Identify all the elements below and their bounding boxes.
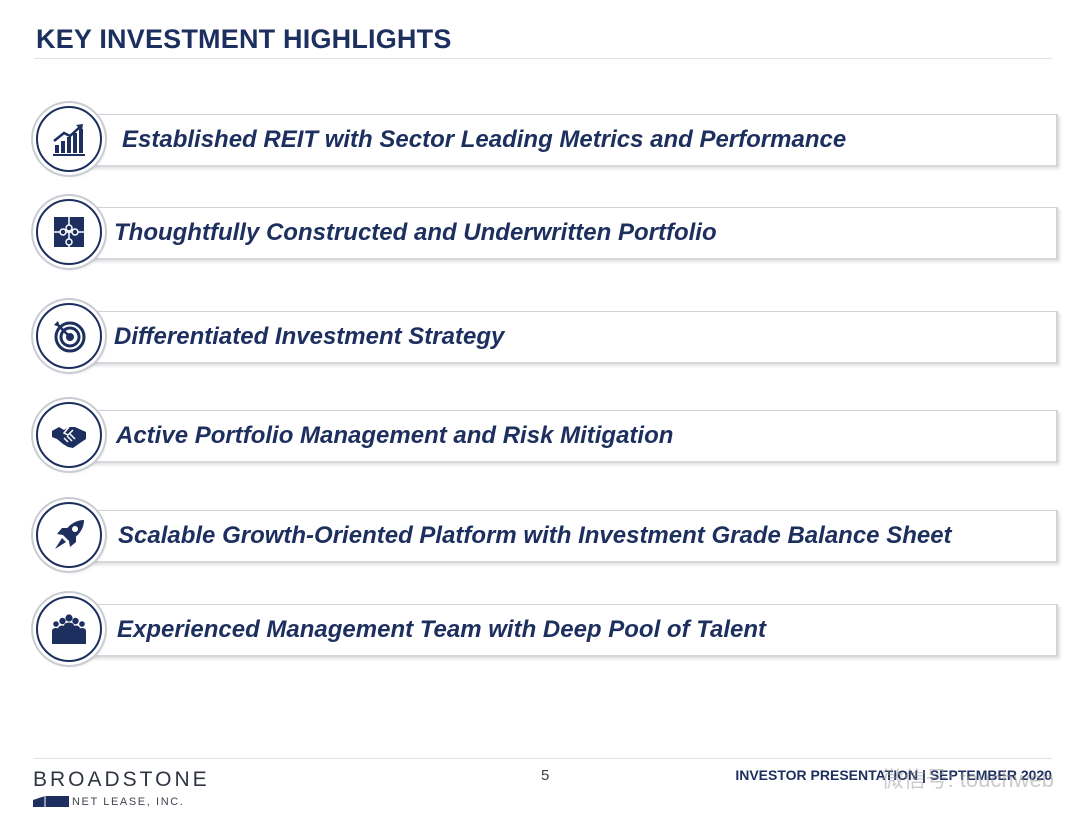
highlight-label: Differentiated Investment Strategy: [114, 323, 505, 350]
footer-divider: [34, 758, 1052, 759]
highlight-label: Scalable Growth-Oriented Platform with I…: [118, 522, 952, 549]
highlight-bar: Established REIT with Sector Leading Met…: [80, 114, 1058, 167]
highlight-row: Differentiated Investment Strategy: [36, 303, 1058, 369]
target-icon: [36, 303, 102, 369]
highlight-label: Thoughtfully Constructed and Underwritte…: [114, 219, 717, 246]
page-number: 5: [541, 767, 550, 784]
highlight-label: Active Portfolio Management and Risk Mit…: [116, 422, 674, 449]
highlight-row: Scalable Growth-Oriented Platform with I…: [36, 502, 1058, 568]
highlight-row: Thoughtfully Constructed and Underwritte…: [36, 199, 1058, 265]
company-logo-subtitle: NET LEASE, INC.: [72, 796, 185, 808]
highlight-bar: Active Portfolio Management and Risk Mit…: [80, 410, 1058, 463]
highlight-row: Established REIT with Sector Leading Met…: [36, 106, 1058, 172]
puzzle-icon: [36, 199, 102, 265]
bar-chart-growth-icon: [36, 106, 102, 172]
company-logo-name: BROADSTONE: [33, 768, 210, 791]
highlight-label: Experienced Management Team with Deep Po…: [117, 616, 767, 643]
title-divider: [34, 58, 1052, 59]
rocket-icon: [36, 502, 102, 568]
highlight-bar: Scalable Growth-Oriented Platform with I…: [80, 510, 1058, 563]
highlight-label: Established REIT with Sector Leading Met…: [122, 126, 847, 153]
handshake-icon: [36, 402, 102, 468]
presentation-label: INVESTOR PRESENTATION | SEPTEMBER 2020: [735, 767, 1052, 783]
highlight-bar: Differentiated Investment Strategy: [80, 311, 1058, 364]
watermark-text: 微信号: touchweb: [881, 767, 1054, 792]
highlight-bar: Thoughtfully Constructed and Underwritte…: [80, 207, 1058, 260]
highlight-row: Active Portfolio Management and Risk Mit…: [36, 402, 1058, 468]
people-group-icon: [36, 596, 102, 662]
highlight-row: Experienced Management Team with Deep Po…: [36, 596, 1058, 662]
highlight-bar: Experienced Management Team with Deep Po…: [80, 604, 1058, 657]
company-logo-mark-icon: [33, 796, 69, 807]
page-title: KEY INVESTMENT HIGHLIGHTS: [36, 24, 452, 54]
